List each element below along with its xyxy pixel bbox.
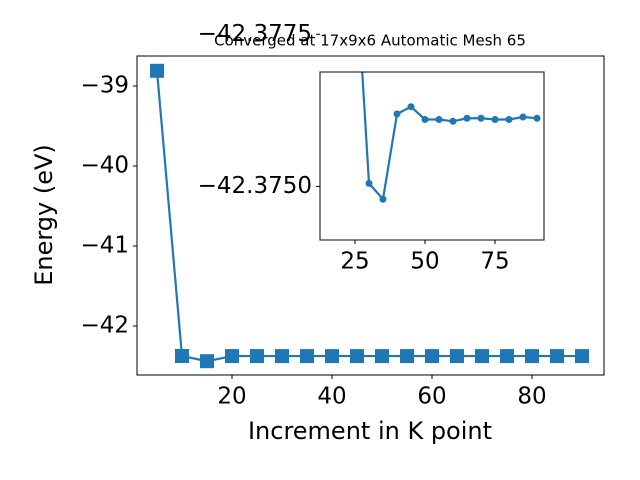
marker	[275, 349, 289, 364]
marker	[250, 349, 264, 364]
y-tick-label: −41	[80, 233, 129, 259]
plot-area	[320, 72, 544, 240]
x-tick-label: 25	[340, 249, 369, 275]
marker	[407, 103, 415, 111]
marker	[325, 349, 339, 364]
marker	[463, 114, 471, 122]
marker	[393, 110, 401, 118]
marker	[150, 63, 164, 78]
marker	[519, 113, 527, 121]
x-tick-label: 40	[317, 384, 346, 410]
x-tick-label: 20	[217, 384, 246, 410]
marker	[379, 195, 387, 203]
y-tick-label: −39	[80, 73, 129, 99]
marker	[375, 349, 389, 364]
marker	[200, 354, 214, 369]
x-axis-label: Increment in K point	[248, 417, 492, 445]
axes-frame	[319, 71, 545, 241]
marker	[425, 349, 439, 364]
y-tick-label: −42.3775	[198, 21, 312, 47]
series	[150, 63, 589, 369]
marker	[477, 114, 485, 122]
y-axis-label: Energy (eV)	[30, 144, 58, 286]
marker	[491, 115, 499, 123]
y-tick-label: −40	[80, 153, 129, 179]
marker	[400, 349, 414, 364]
marker	[435, 115, 443, 123]
series	[361, 72, 541, 203]
marker	[550, 349, 564, 364]
x-tick-label: 60	[417, 384, 446, 410]
chart-title: Converged at 17x9x6 Automatic Mesh 65	[214, 32, 526, 50]
marker	[505, 115, 513, 123]
y-tick-label: −42.3750	[198, 173, 312, 199]
marker	[175, 349, 189, 363]
y-tick-label: −42	[80, 313, 129, 339]
marker	[475, 349, 489, 364]
x-tick-label: 50	[410, 249, 439, 275]
axes-frame	[136, 55, 605, 376]
marker	[575, 349, 589, 364]
marker	[533, 114, 541, 122]
marker	[500, 349, 514, 364]
marker	[525, 349, 539, 364]
x-tick-label: 80	[517, 384, 546, 410]
marker	[350, 349, 364, 364]
marker	[225, 349, 239, 364]
marker	[449, 117, 457, 125]
marker	[421, 115, 429, 123]
marker	[365, 179, 373, 187]
marker	[450, 349, 464, 364]
marker	[300, 349, 314, 364]
x-tick-label: 75	[480, 249, 509, 275]
